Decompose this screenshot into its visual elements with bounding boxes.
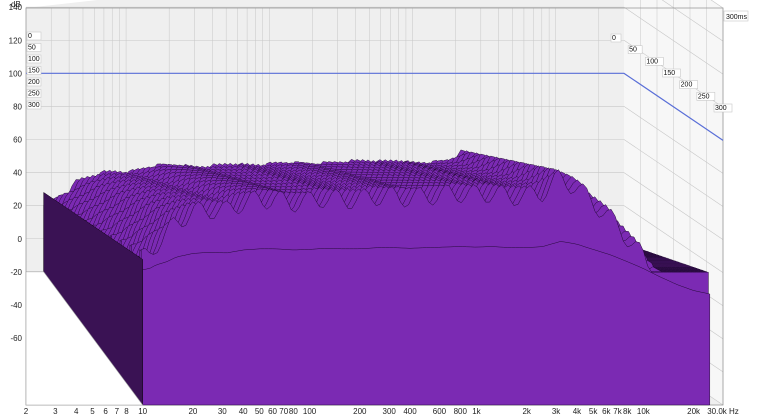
time-label-left: 250 bbox=[26, 89, 42, 98]
x-tick-label: 4 bbox=[74, 407, 79, 416]
axis-labels: dB180160140120100806040200-20-40-6023456… bbox=[9, 0, 739, 416]
time-label-right: 200 bbox=[679, 80, 698, 89]
time-label-text: 250 bbox=[28, 91, 40, 98]
reference-line bbox=[26, 72, 724, 141]
x-tick-label: 400 bbox=[403, 407, 417, 416]
y-tick-label: 80 bbox=[13, 102, 22, 111]
y-tick-label: 140 bbox=[9, 3, 23, 12]
y-axis-unit: dB bbox=[11, 0, 21, 9]
time-label-left: 150 bbox=[26, 66, 42, 75]
time-label-right: 250 bbox=[696, 92, 716, 101]
time-label-left: 50 bbox=[26, 43, 42, 52]
time-label-text: 0 bbox=[612, 35, 616, 42]
time-label-right: 0 bbox=[610, 33, 622, 43]
time-label-text: 0 bbox=[28, 33, 32, 40]
x-tick-label: 3 bbox=[53, 407, 58, 416]
floor-panel bbox=[25, 271, 144, 406]
x-tick-label: 8k bbox=[623, 407, 632, 416]
time-label-left: 300 bbox=[26, 100, 42, 110]
x-tick-label: 1k bbox=[472, 407, 481, 416]
x-tick-label: 6 bbox=[103, 407, 108, 416]
x-tick-label: 20 bbox=[188, 407, 197, 416]
x-tick-label: 4k bbox=[573, 407, 582, 416]
x-tick-label: 2k bbox=[522, 407, 531, 416]
x-tick-label: 5 bbox=[90, 407, 95, 416]
x-tick-label: 30.0k Hz bbox=[707, 407, 739, 416]
time-max-label: 300ms bbox=[723, 10, 749, 22]
x-tick-label: 30 bbox=[218, 407, 227, 416]
time-label-left: 100 bbox=[26, 54, 42, 64]
time-label-text: 200 bbox=[28, 79, 40, 86]
x-tick-label: 8 bbox=[124, 407, 129, 416]
time-label-box bbox=[610, 33, 622, 43]
x-tick-label: 6k bbox=[602, 407, 611, 416]
y-tick-label: 120 bbox=[9, 36, 23, 45]
time-label-text: 250 bbox=[698, 93, 710, 100]
time-label-text: 150 bbox=[664, 70, 676, 77]
time-label-right: 300 bbox=[713, 103, 733, 113]
x-tick-label: 7k bbox=[613, 407, 622, 416]
x-tick-label: 2 bbox=[24, 407, 29, 416]
y-tick-label: 20 bbox=[13, 202, 22, 211]
time-label-right: 50 bbox=[627, 45, 643, 54]
time-label-box bbox=[645, 57, 664, 66]
y-tick-label: 100 bbox=[9, 69, 23, 78]
x-tick-label: 300 bbox=[383, 407, 397, 416]
time-label-box bbox=[26, 31, 42, 41]
time-label-box bbox=[713, 103, 733, 113]
time-label-left: 200 bbox=[26, 77, 42, 87]
time-label-box bbox=[679, 80, 698, 89]
time-label-text: 150 bbox=[28, 68, 40, 75]
time-label-box bbox=[26, 66, 42, 75]
time-max-text: 300ms bbox=[726, 14, 748, 21]
x-tick-label: 100 bbox=[303, 407, 317, 416]
x-tick-label: 600 bbox=[433, 407, 447, 416]
y-tick-label: -40 bbox=[10, 301, 22, 310]
x-tick-label: 3k bbox=[552, 407, 561, 416]
time-label-text: 100 bbox=[28, 56, 40, 63]
time-label-right: 100 bbox=[645, 57, 664, 66]
time-label-box bbox=[26, 43, 42, 52]
x-tick-label: 70 bbox=[279, 407, 288, 416]
time-label-box bbox=[662, 68, 681, 78]
x-tick-label: 200 bbox=[353, 407, 367, 416]
x-tick-label: 5k bbox=[589, 407, 598, 416]
x-tick-label: 80 bbox=[289, 407, 298, 416]
x-tick-label: 20k bbox=[687, 407, 701, 416]
time-label-box bbox=[26, 100, 42, 110]
waterfall-slices bbox=[25, 149, 711, 406]
time-label-text: 300 bbox=[715, 105, 727, 112]
time-label-box bbox=[627, 45, 643, 54]
time-label-text: 50 bbox=[629, 47, 637, 54]
x-tick-label: 800 bbox=[454, 407, 468, 416]
time-label-text: 50 bbox=[28, 45, 36, 52]
time-label-box bbox=[26, 77, 42, 87]
y-tick-label: 40 bbox=[13, 169, 22, 178]
time-label-box bbox=[696, 92, 716, 101]
y-tick-label: 60 bbox=[13, 136, 22, 145]
x-tick-label: 10k bbox=[637, 407, 651, 416]
time-max-box bbox=[723, 10, 749, 22]
reference-line-100db bbox=[26, 72, 724, 141]
x-tick-label: 40 bbox=[239, 407, 248, 416]
time-label-right: 150 bbox=[662, 68, 681, 78]
x-tick-label: 7 bbox=[115, 407, 120, 416]
time-label-left: 0 bbox=[26, 31, 42, 41]
y-tick-label: -20 bbox=[10, 268, 22, 277]
time-label-text: 100 bbox=[646, 58, 658, 65]
time-label-text: 200 bbox=[681, 82, 693, 89]
time-label-box bbox=[26, 89, 42, 98]
time-labels: 0 50 100 150 200 250 300 0 50 100 150 200 250 300 300m… bbox=[26, 10, 749, 113]
time-label-text: 300 bbox=[28, 102, 40, 109]
time-label-box bbox=[26, 54, 42, 64]
x-tick-label: 60 bbox=[268, 407, 277, 416]
x-tick-label: 50 bbox=[255, 407, 264, 416]
y-tick-label: -60 bbox=[10, 334, 22, 343]
y-tick-label: 0 bbox=[18, 235, 23, 244]
x-tick-label: 10 bbox=[138, 407, 147, 416]
waterfall-slice bbox=[142, 241, 711, 406]
